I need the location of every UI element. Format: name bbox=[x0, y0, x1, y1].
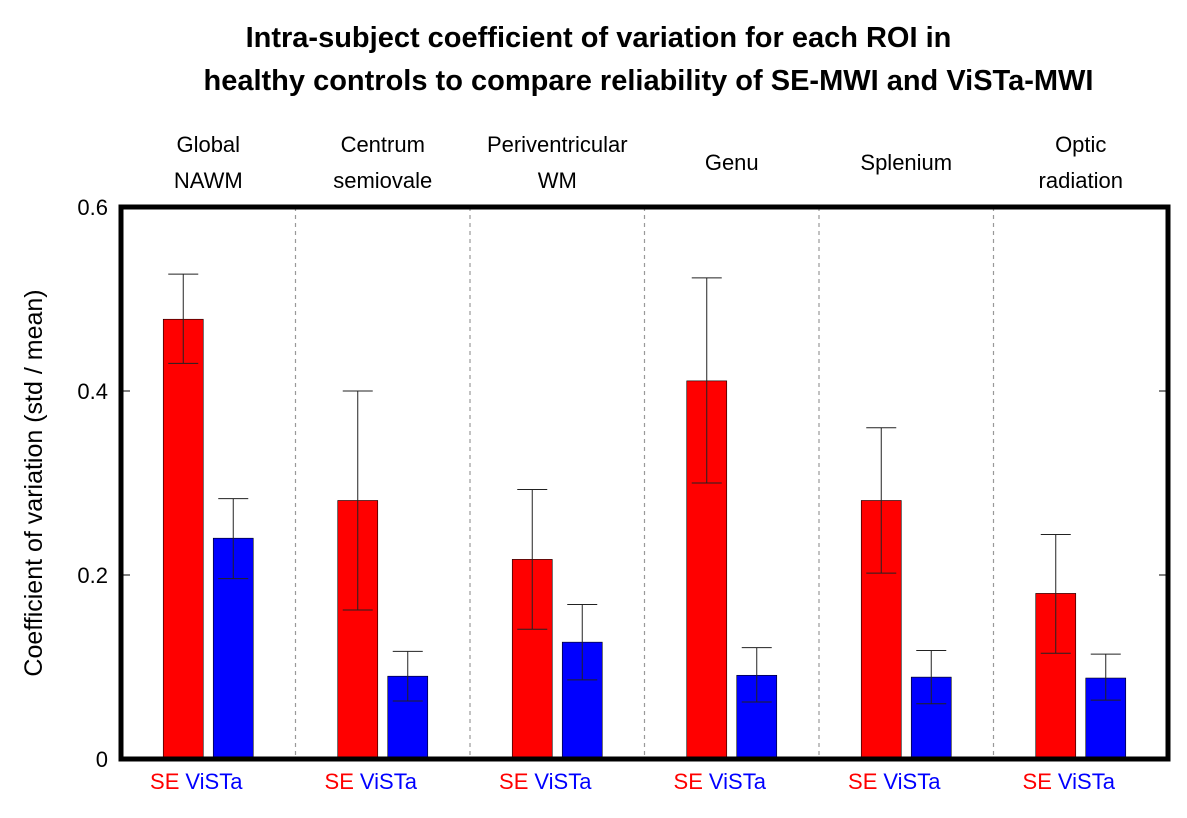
y-tick-label: 0.4 bbox=[77, 379, 108, 404]
series-label-se: SE bbox=[848, 769, 877, 794]
y-tick-label: 0.2 bbox=[77, 563, 108, 588]
category-labels: Global NAWM Centrum semiovale Periventricula… bbox=[174, 132, 1123, 193]
series-label-pair: SE ViSTa bbox=[150, 769, 243, 794]
category-label: Splenium bbox=[860, 150, 952, 175]
category-label-line: Periventricular bbox=[487, 132, 628, 157]
category-label-line: NAWM bbox=[174, 168, 243, 193]
series-label-se: SE bbox=[499, 769, 528, 794]
category-label-line: Centrum bbox=[341, 132, 425, 157]
series-label-pair: SE ViSTa bbox=[1023, 769, 1116, 794]
category-label: Centrum semiovale bbox=[333, 132, 432, 193]
group-dividers bbox=[294, 207, 995, 759]
category-label-line: radiation bbox=[1039, 168, 1123, 193]
y-tick-label: 0 bbox=[96, 747, 108, 772]
category-label: Global NAWM bbox=[174, 132, 243, 193]
series-label-pair: SE ViSTa bbox=[848, 769, 941, 794]
series-label-vista: ViSTa bbox=[534, 769, 592, 794]
chart-title-line-2: healthy controls to compare reliability … bbox=[203, 65, 1094, 97]
category-label: Optic radiation bbox=[1039, 132, 1123, 193]
bars bbox=[162, 318, 1127, 760]
series-label-se: SE bbox=[150, 769, 179, 794]
series-label-se: SE bbox=[1023, 769, 1052, 794]
y-axis-label: Coefficient of variation (std / mean) bbox=[20, 289, 48, 676]
series-label-se: SE bbox=[325, 769, 354, 794]
series-label-vista: ViSTa bbox=[1058, 769, 1116, 794]
series-labels: SE ViSTa SE ViSTa SE ViSTa SE ViSTa SE ViSTa SE ViS… bbox=[150, 769, 1116, 794]
series-label-vista: ViSTa bbox=[883, 769, 941, 794]
series-label-vista: ViSTa bbox=[709, 769, 767, 794]
category-label-line: Splenium bbox=[860, 150, 952, 175]
category-label-line: Optic bbox=[1055, 132, 1106, 157]
error-bars bbox=[168, 273, 1121, 705]
series-label-pair: SE ViSTa bbox=[499, 769, 592, 794]
category-label-line: Global bbox=[176, 132, 240, 157]
category-label: Periventricular WM bbox=[487, 132, 628, 193]
series-label-pair: SE ViSTa bbox=[674, 769, 767, 794]
series-label-pair: SE ViSTa bbox=[325, 769, 418, 794]
y-tick-label: 0.6 bbox=[77, 195, 108, 220]
chart-title-line-1: Intra-subject coefficient of variation f… bbox=[245, 22, 952, 54]
series-label-se: SE bbox=[674, 769, 703, 794]
plot-frame bbox=[118, 204, 1171, 762]
category-label-line: Genu bbox=[705, 150, 759, 175]
series-label-vista: ViSTa bbox=[185, 769, 243, 794]
category-label-line: semiovale bbox=[333, 168, 432, 193]
category-label-line: WM bbox=[538, 168, 577, 193]
category-label: Genu bbox=[705, 150, 759, 175]
bar-se bbox=[162, 318, 204, 760]
series-label-vista: ViSTa bbox=[360, 769, 418, 794]
